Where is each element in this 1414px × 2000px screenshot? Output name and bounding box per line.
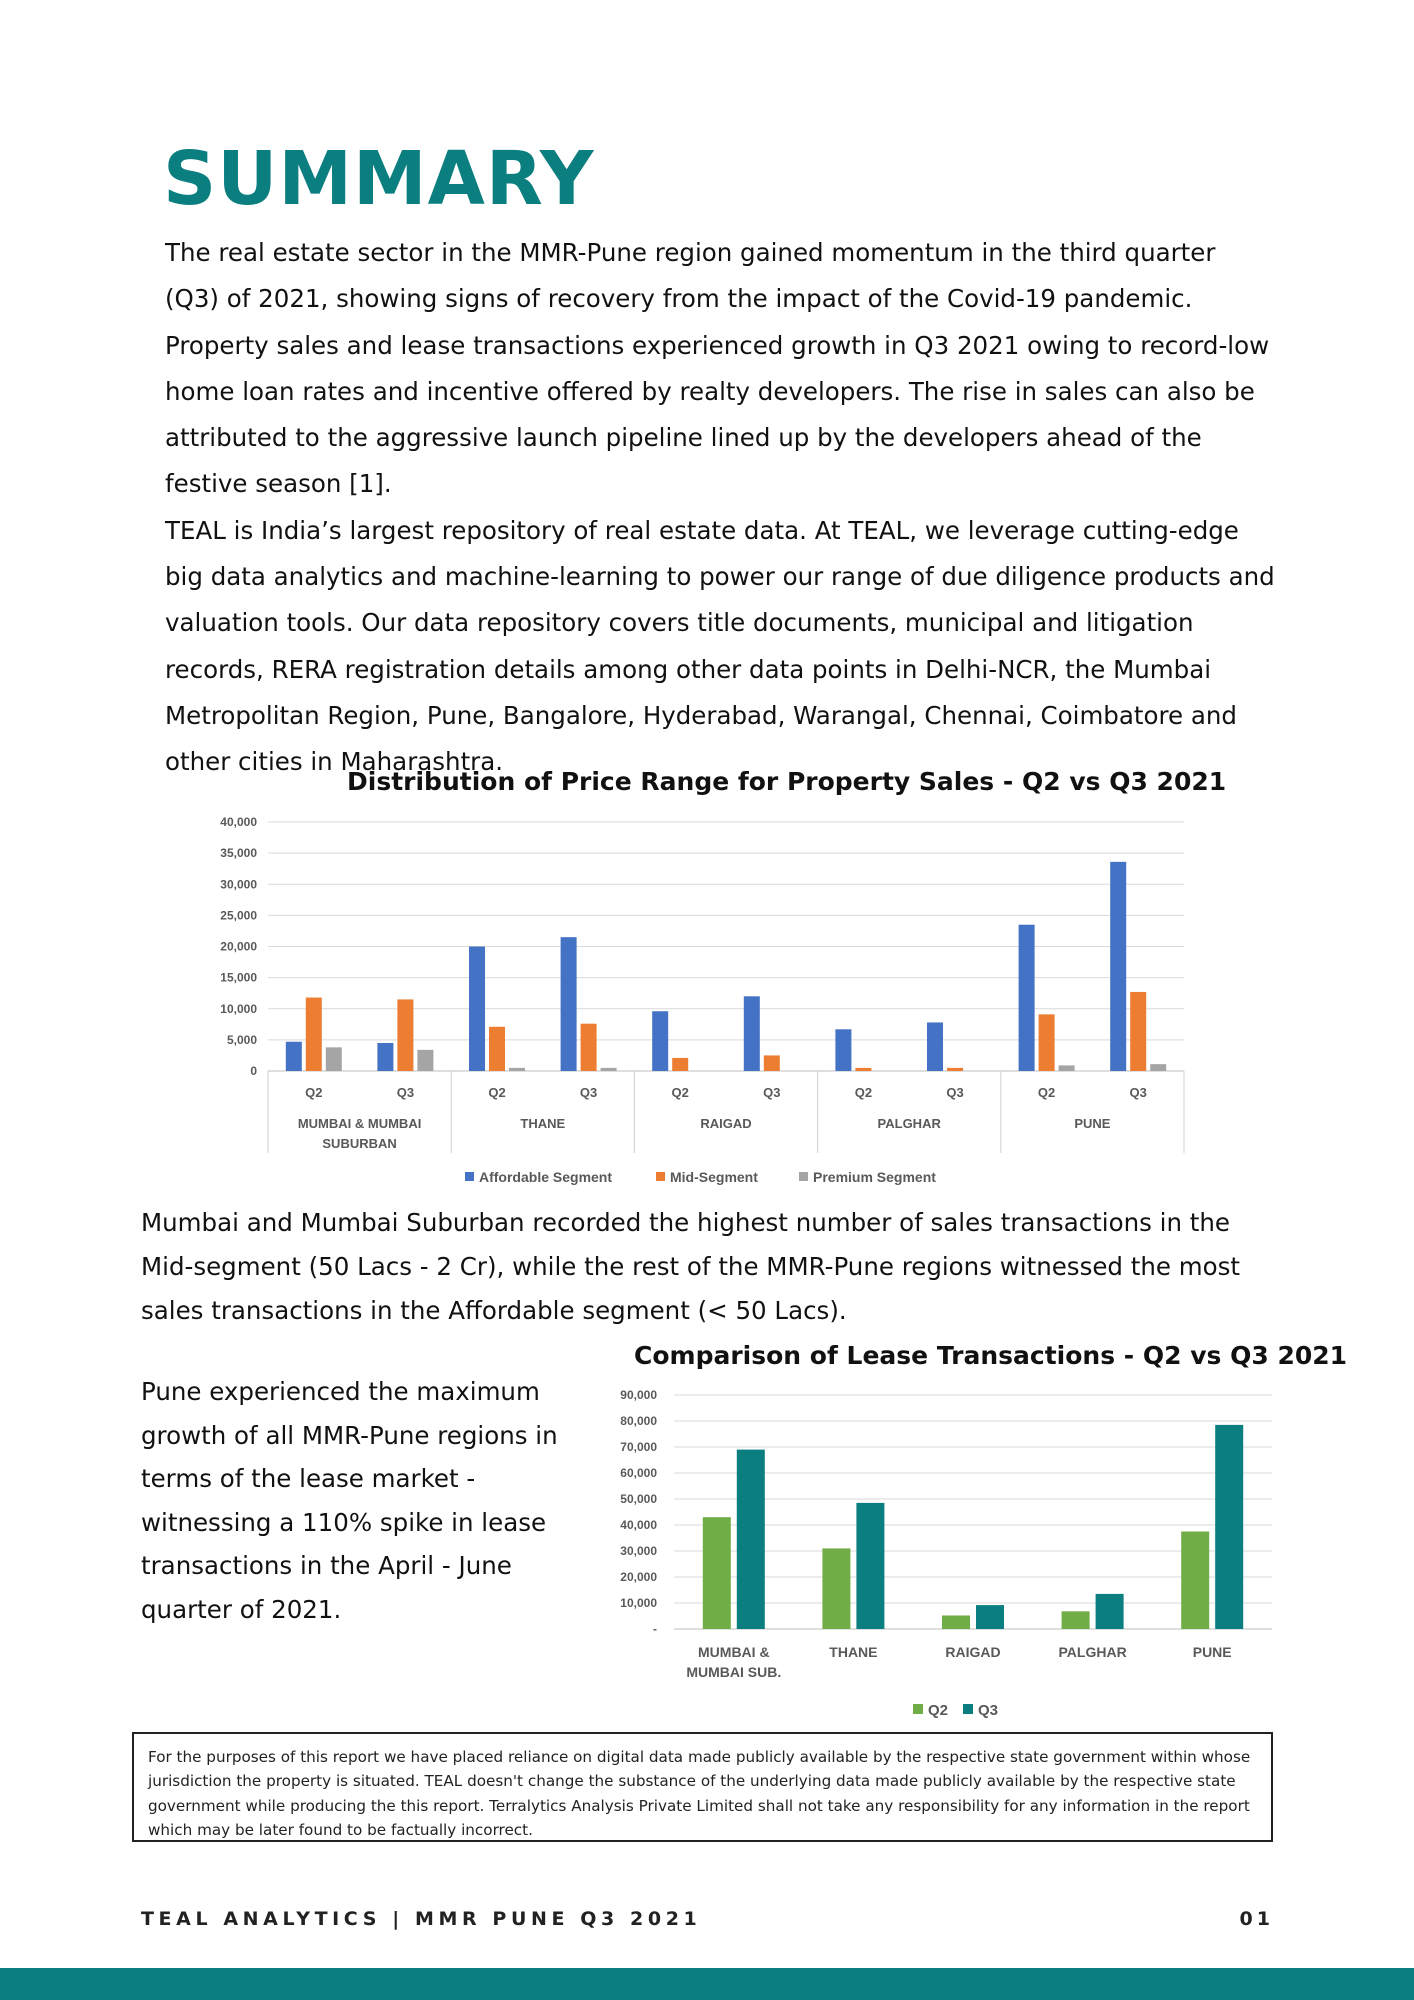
sales-price-range-chart: 0 5,000 10,000 15,000 20,000 25,000 30,000 35,0… xyxy=(220,815,1185,1185)
disclaimer-box: For the purposes of this report we have … xyxy=(132,1732,1273,1842)
y-tick-label: 20,000 xyxy=(620,1570,657,1584)
bar-affordable-segment xyxy=(285,1041,302,1071)
group-label: RAIGAD xyxy=(700,1116,751,1131)
group-label: PALGHAR xyxy=(878,1116,942,1131)
y-tick-label: 60,000 xyxy=(620,1466,657,1480)
legend-swatch xyxy=(656,1172,665,1181)
x-tick-label: Q3 xyxy=(397,1085,414,1100)
bar-q3 xyxy=(1095,1593,1124,1629)
x-tick-label: Q2 xyxy=(855,1085,872,1100)
y-tick-label: 50,000 xyxy=(620,1492,657,1506)
bar-mid-segment xyxy=(763,1055,780,1071)
x-tick-label: Q2 xyxy=(488,1085,505,1100)
bar-mid-segment xyxy=(947,1067,963,1071)
y-tick-label: 80,000 xyxy=(620,1414,657,1428)
y-tick-label: 20,000 xyxy=(220,940,257,954)
y-tick-label: 10,000 xyxy=(620,1596,657,1610)
x-tick-label: Q3 xyxy=(946,1085,963,1100)
intro-text: The real estate sector in the MMR-Pune r… xyxy=(165,230,1275,786)
lease-paragraph: Pune experienced the maximum growth of a… xyxy=(141,1377,558,1624)
y-tick-label: - xyxy=(653,1622,657,1636)
bar-mid-segment xyxy=(1038,1014,1055,1071)
bar-affordable-segment xyxy=(560,937,577,1071)
bar-mid-segment xyxy=(397,999,414,1071)
bar-mid-segment xyxy=(1130,991,1147,1071)
footer-report-name: TEAL ANALYTICS | MMR PUNE Q3 2021 xyxy=(141,1908,702,1930)
bar-mid-segment xyxy=(580,1023,597,1071)
x-tick-label: Q3 xyxy=(1130,1085,1147,1100)
sales-paragraph: Mumbai and Mumbai Suburban recorded the … xyxy=(141,1208,1240,1325)
bar-mid-segment xyxy=(305,997,322,1071)
x-tick-label: RAIGAD xyxy=(945,1644,1000,1660)
y-tick-label: 90,000 xyxy=(620,1388,657,1402)
legend-swatch xyxy=(465,1172,474,1181)
legend-swatch xyxy=(799,1172,808,1181)
x-tick-label: THANE xyxy=(829,1644,877,1660)
bar-q2 xyxy=(942,1615,970,1629)
bar-q2 xyxy=(822,1548,851,1629)
bar-q2 xyxy=(1181,1531,1210,1629)
group-label: PUNE xyxy=(1074,1116,1110,1131)
lease-chart-title: Comparison of Lease Transactions - Q2 vs… xyxy=(634,1341,1348,1370)
bar-premium-segment xyxy=(1150,1064,1167,1071)
bar-affordable-segment xyxy=(1110,861,1127,1071)
bar-premium-segment xyxy=(600,1067,617,1071)
legend-label: Q2 xyxy=(928,1702,948,1719)
legend-swatch xyxy=(963,1704,973,1714)
x-tick-label: Q2 xyxy=(305,1085,322,1100)
page-number: 01 xyxy=(1239,1908,1274,1930)
bar-affordable-segment xyxy=(743,996,760,1071)
y-tick-label: 40,000 xyxy=(620,1518,657,1532)
bar-mid-segment xyxy=(672,1057,689,1071)
x-tick-label: Q3 xyxy=(763,1085,780,1100)
bar-mid-segment xyxy=(855,1067,872,1071)
bar-q3 xyxy=(1215,1424,1244,1629)
bar-affordable-segment xyxy=(835,1029,852,1071)
lease-transactions-chart: - 10,000 20,000 30,000 40,000 50,000 60,000 70,… xyxy=(620,1388,1272,1719)
intro-paragraph: The real estate sector in the MMR-Pune r… xyxy=(165,238,1270,499)
intro-paragraph: TEAL is India’s largest repository of re… xyxy=(165,515,1275,777)
y-tick-label: 0 xyxy=(250,1064,257,1078)
legend-label: Affordable Segment xyxy=(479,1169,612,1185)
x-tick-label: MUMBAI & MUMBAI SUB. xyxy=(686,1644,781,1680)
bar-premium-segment xyxy=(417,1049,434,1071)
bar-mid-segment xyxy=(489,1026,505,1071)
bar-affordable-segment xyxy=(927,1022,943,1071)
bar-affordable-segment xyxy=(377,1042,394,1071)
y-tick-label: 35,000 xyxy=(220,846,257,860)
bottom-brand-bar xyxy=(0,1968,1414,2000)
y-tick-label: 15,000 xyxy=(220,971,257,985)
y-tick-label: 5,000 xyxy=(227,1033,257,1047)
page-title: SUMMARY xyxy=(163,136,595,222)
bar-premium-segment xyxy=(1058,1065,1075,1071)
bar-q2 xyxy=(702,1517,731,1629)
y-tick-label: 30,000 xyxy=(620,1544,657,1558)
x-tick-label: Q2 xyxy=(1038,1085,1055,1100)
legend-label: Q3 xyxy=(978,1702,998,1719)
bar-premium-segment xyxy=(509,1067,525,1071)
y-tick-label: 10,000 xyxy=(220,1002,257,1016)
bar-premium-segment xyxy=(325,1047,342,1071)
bar-affordable-segment xyxy=(469,946,485,1071)
legend-swatch xyxy=(913,1704,923,1714)
x-tick-label: Q2 xyxy=(672,1085,689,1100)
x-tick-label: Q3 xyxy=(580,1085,597,1100)
bar-q3 xyxy=(736,1449,765,1629)
y-tick-label: 40,000 xyxy=(220,815,257,829)
bar-affordable-segment xyxy=(1018,924,1035,1071)
legend-label: Mid-Segment xyxy=(670,1169,758,1185)
legend-label: Premium Segment xyxy=(813,1169,936,1185)
group-label: MUMBAI & MUMBAI SUBURBAN xyxy=(298,1116,421,1151)
y-tick-label: 30,000 xyxy=(220,877,257,891)
bar-q3 xyxy=(856,1502,885,1629)
x-tick-label: PUNE xyxy=(1193,1644,1232,1660)
group-label: THANE xyxy=(520,1116,565,1131)
bar-affordable-segment xyxy=(652,1011,669,1071)
bar-q2 xyxy=(1061,1611,1090,1629)
y-tick-label: 25,000 xyxy=(220,908,257,922)
bar-q3 xyxy=(976,1605,1004,1629)
sales-chart-title: Distribution of Price Range for Property… xyxy=(347,767,1227,796)
y-tick-label: 70,000 xyxy=(620,1440,657,1454)
x-tick-label: PALGHAR xyxy=(1059,1644,1127,1660)
